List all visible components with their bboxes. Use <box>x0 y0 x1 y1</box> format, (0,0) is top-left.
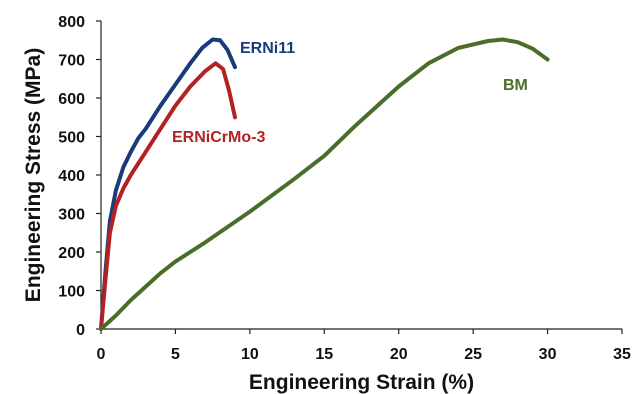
y-tick-label: 500 <box>58 130 85 147</box>
x-tick-label: 0 <box>97 346 106 363</box>
x-tick-label: 10 <box>241 346 259 363</box>
y-tick-label: 700 <box>58 53 85 70</box>
x-axis-title: Engineering Strain (%) <box>249 371 474 394</box>
x-tick-label: 15 <box>315 346 333 363</box>
series-line-ernicrmo-3 <box>99 61 237 331</box>
x-tick-label: 30 <box>539 346 557 363</box>
y-tick-label: 800 <box>58 14 85 31</box>
y-tick-label: 400 <box>58 168 85 185</box>
y-tick-label: 200 <box>58 245 85 262</box>
y-tick-label: 0 <box>76 322 85 339</box>
x-tick-label: 35 <box>613 346 631 363</box>
y-tick-label: 100 <box>58 284 85 301</box>
y-axis-title: Engineering Stress (MPa) <box>22 48 45 302</box>
x-tick-label: 5 <box>171 346 180 363</box>
series-label-ernicrmo-3: ERNiCrMo-3 <box>172 129 265 146</box>
series-labels: ERNi11 ERNiCrMo-3 BM <box>172 40 528 146</box>
axes <box>100 21 622 330</box>
series-line-erni11 <box>99 37 237 331</box>
series-label-bm: BM <box>503 77 528 94</box>
x-tick-label: 20 <box>390 346 408 363</box>
series-line-bm <box>99 37 550 331</box>
series-lines <box>99 37 550 331</box>
y-tick-labels: 0 100 200 300 400 500 600 700 800 <box>58 14 85 339</box>
y-tick-label: 300 <box>58 207 85 224</box>
x-tick-label: 25 <box>464 346 482 363</box>
y-tick-label: 600 <box>58 91 85 108</box>
series-label-erni11: ERNi11 <box>240 40 295 57</box>
tick-marks <box>96 20 623 334</box>
x-tick-labels: 0 5 10 15 20 25 30 35 <box>97 346 631 363</box>
